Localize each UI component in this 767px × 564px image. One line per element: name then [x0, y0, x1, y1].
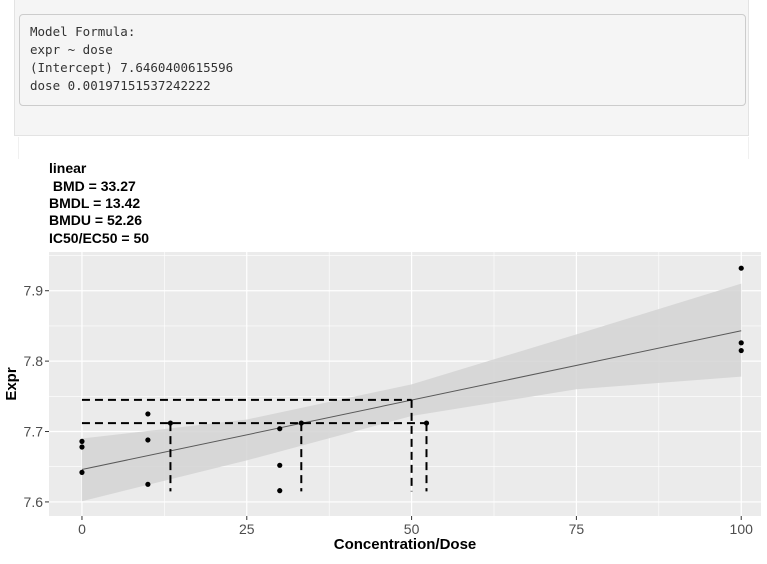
- data-point: [298, 420, 304, 426]
- x-tick-label: 75: [569, 521, 585, 537]
- title-line-bmdl: BMDL = 13.42: [49, 195, 140, 211]
- title-line-bmdu: BMDU = 52.26: [49, 212, 142, 228]
- data-point: [145, 411, 151, 417]
- y-tick-label: 7.9: [24, 283, 44, 299]
- confidence-band: [81, 283, 742, 502]
- model-formula-output: Model Formula: expr ~ dose (Intercept) 7…: [19, 14, 746, 106]
- x-tick-label: 0: [78, 521, 86, 537]
- y-tick-label: 7.7: [24, 424, 44, 440]
- data-point: [738, 340, 744, 346]
- title-line-bmd: BMD = 33.27: [49, 178, 136, 194]
- bmd-guide-lines: [81, 398, 428, 492]
- x-axis-label: Concentration/Dose: [334, 536, 477, 553]
- data-point: [277, 488, 283, 494]
- output-line: dose 0.00197151537242222: [30, 78, 211, 93]
- data-point: [277, 426, 283, 432]
- data-point: [79, 469, 85, 475]
- x-axis-ticks: 0 25 50 75 100: [78, 516, 753, 537]
- data-point: [738, 265, 744, 271]
- y-axis-ticks: 7.6 7.7 7.8 7.9: [24, 283, 49, 510]
- output-line: expr ~ dose: [30, 42, 113, 57]
- data-point: [79, 444, 85, 450]
- y-tick-label: 7.6: [24, 494, 44, 510]
- x-tick-label: 100: [730, 521, 754, 537]
- output-line: Model Formula:: [30, 24, 136, 39]
- title-line-ic50: IC50/EC50 = 50: [49, 230, 149, 246]
- output-line: (Intercept) 7.6460400615596: [30, 60, 234, 75]
- title-line-model: linear: [49, 160, 87, 176]
- y-tick-label: 7.8: [24, 353, 44, 369]
- data-points: [79, 265, 744, 494]
- data-point: [145, 481, 151, 487]
- data-point: [423, 420, 430, 426]
- x-tick-label: 25: [239, 521, 255, 537]
- data-point: [738, 347, 744, 354]
- data-point: [79, 438, 85, 444]
- plot-title: linear BMD = 33.27 BMDL = 13.42 BMDU = 5…: [49, 160, 149, 246]
- data-point: [167, 420, 174, 426]
- y-axis-label: Expr: [3, 367, 20, 401]
- data-point: [145, 437, 151, 443]
- output-panel: Model Formula: expr ~ dose (Intercept) 7…: [14, 0, 749, 136]
- data-point: [277, 462, 283, 468]
- panel-edge: [18, 137, 749, 159]
- x-tick-label: 50: [404, 521, 420, 537]
